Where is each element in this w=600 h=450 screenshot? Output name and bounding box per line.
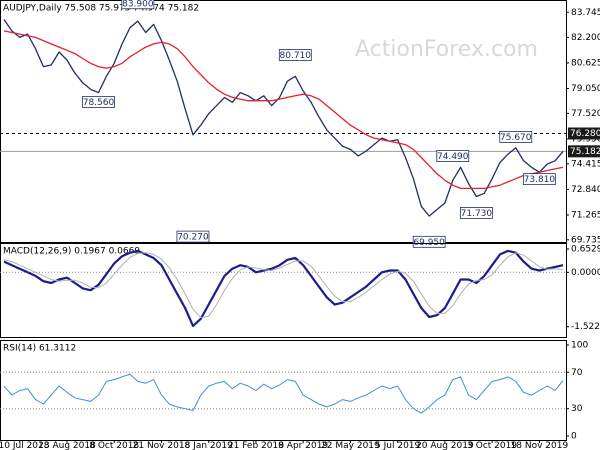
x-tick-label: 22 May 2019 [321, 441, 380, 450]
annotation-box [522, 173, 556, 186]
y-tick-label: 0.6529 [571, 244, 600, 254]
y-tick-label: 69.735 [571, 235, 600, 245]
panel-title: AUDJPY,Daily 75.508 75.973 74.974 75.182 [3, 4, 199, 14]
x-tick-label: 5 Jul 2019 [375, 441, 420, 450]
annotation-label: 78.560 [83, 98, 115, 108]
x-tick-label: 21 Nov 2018 [133, 441, 191, 450]
annotation-box [121, 0, 155, 10]
y-tick-label: 80.625 [571, 58, 600, 68]
series-line [3, 30, 564, 190]
y-tick-label: 72.840 [571, 185, 600, 195]
annotation-box [82, 96, 115, 108]
x-tick-label: 23 Aug 2018 [38, 441, 96, 450]
x-tick-label: 18 Nov 2019 [511, 441, 569, 450]
annotation-label: 80.710 [280, 51, 312, 61]
y-tick-label: -1.5225 [571, 322, 600, 332]
panel-frame [0, 0, 567, 243]
annotation-label: 74.490 [437, 152, 469, 162]
annotation-box [436, 150, 470, 162]
y-tick-label: 82.200 [571, 33, 600, 43]
y-tick-label: 71.265 [571, 210, 600, 220]
price-label: 75.182 [570, 147, 600, 157]
watermark: ActionForex.com [355, 37, 538, 62]
x-tick-label: 20 Aug 2019 [416, 441, 474, 450]
annotation-label: 75.670 [500, 133, 532, 143]
y-tick-label: 0.0000 [571, 268, 600, 278]
annotation-box [412, 235, 446, 248]
y-tick-label: 77.520 [571, 109, 600, 119]
y-tick-label: 79.050 [571, 84, 600, 94]
price-label-box [568, 127, 600, 140]
panel-frame [0, 340, 567, 441]
panel-frame [0, 243, 567, 338]
x-tick-label: 3 Oct 2019 [467, 441, 517, 450]
annotation-label: 69.950 [413, 238, 445, 248]
annotation-box [278, 49, 312, 61]
y-tick-label: 83.745 [571, 8, 600, 18]
series-line [3, 373, 564, 414]
y-tick-label: 0 [571, 431, 577, 441]
price-label: 76.280 [570, 129, 600, 139]
annotation-box [499, 131, 533, 143]
x-tick-label: 8 Jan 2019 [185, 441, 233, 450]
annotation-label: 83.900 [122, 0, 154, 9]
y-tick-label: 100 [571, 341, 588, 351]
y-tick-label: 30 [571, 404, 583, 414]
x-tick-label: 8 Apr 2019 [278, 441, 328, 450]
panel-title: RSI(14) 61.3112 [3, 344, 76, 354]
y-tick-label: 70 [571, 368, 583, 378]
price-label-box [568, 145, 600, 158]
x-tick-label: 10 Jul 2018 [0, 441, 50, 450]
x-tick-label: 8 Oct 2018 [89, 441, 139, 450]
annotation-label: 73.810 [524, 175, 556, 185]
series-line [3, 252, 564, 319]
y-tick-label: 74.415 [571, 159, 600, 169]
series-line [3, 19, 564, 217]
annotation-label: 71.730 [461, 209, 493, 219]
annotation-label: 70.270 [177, 233, 209, 243]
panel-title: MACD(12,26,9) 0.1967 0.0669 [3, 247, 140, 257]
series-line [3, 249, 564, 327]
annotation-box [176, 230, 210, 243]
x-tick-label: 21 Feb 2019 [228, 441, 284, 450]
annotation-box [459, 207, 493, 219]
